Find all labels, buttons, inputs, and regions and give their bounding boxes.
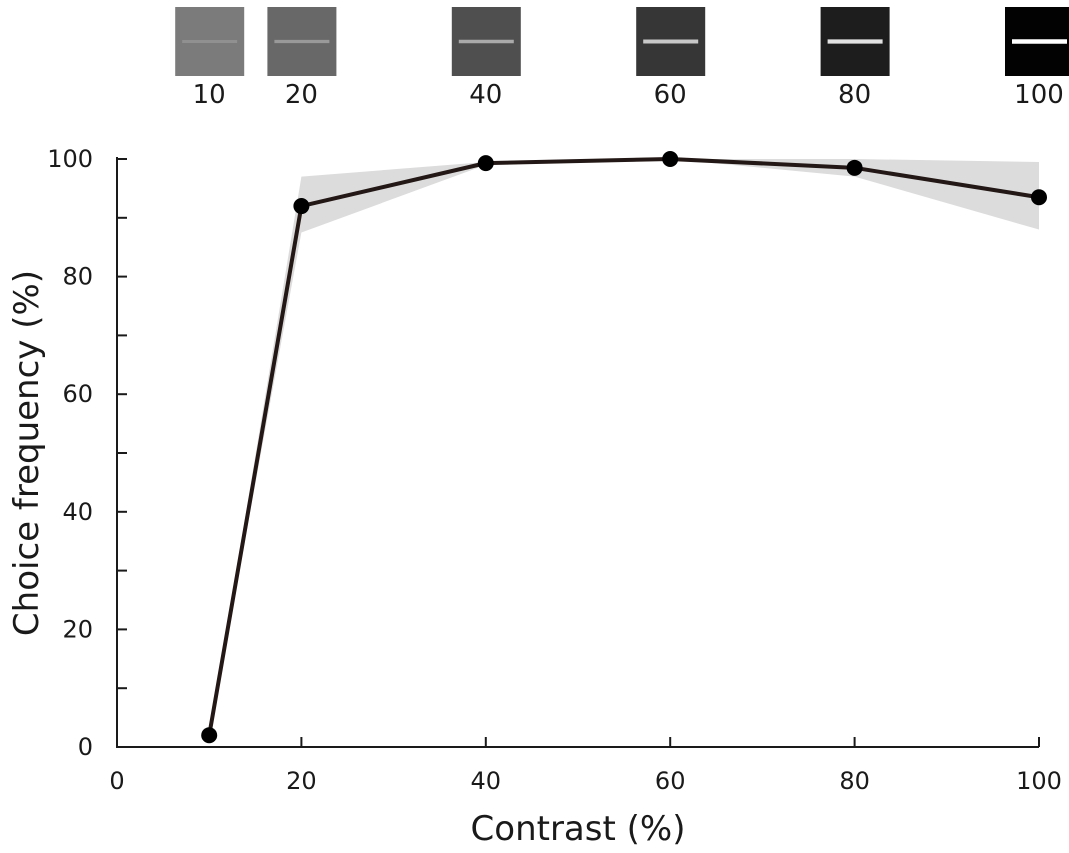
swatch-label: 60	[654, 80, 687, 110]
stimulus-swatch-40: 40	[451, 7, 521, 110]
y-tick-label: 100	[47, 145, 93, 173]
y-axis-title: Choice frequency (%)	[7, 270, 47, 636]
x-axis-title: Contrast (%)	[471, 809, 686, 849]
data-point	[1031, 189, 1047, 206]
swatch-label: 10	[193, 80, 226, 110]
swatch-label: 80	[838, 80, 871, 110]
y-tick-label: 40	[62, 498, 93, 526]
x-tick-label: 80	[839, 767, 870, 795]
stimulus-swatch-60: 60	[636, 7, 706, 110]
stimulus-swatch-100: 100	[1005, 7, 1069, 110]
data-point	[201, 727, 218, 744]
confidence-band-area	[209, 159, 1039, 736]
x-tick-label: 0	[109, 767, 124, 795]
x-tick-label: 60	[655, 767, 686, 795]
x-tick-label: 20	[286, 767, 317, 795]
series-line	[207, 157, 1040, 736]
y-tick-label: 60	[62, 380, 93, 408]
y-tick-label: 0	[78, 733, 93, 761]
confidence-band	[209, 159, 1039, 736]
swatch-label: 20	[285, 80, 318, 110]
stimulus-swatch-80: 80	[820, 7, 890, 110]
data-point	[293, 198, 310, 215]
data-point	[662, 151, 679, 167]
axes: 0 20 40 60 80 100 0 20 40 60 80 100	[47, 145, 1062, 795]
data-series	[201, 151, 1047, 744]
stimulus-swatches: 10 20 40 60 80 100	[175, 7, 1069, 110]
swatch-label: 40	[469, 80, 502, 110]
data-point	[846, 159, 863, 176]
y-tick-label: 80	[62, 263, 93, 291]
swatch-label: 100	[1014, 80, 1064, 110]
x-tick-label: 40	[471, 767, 502, 795]
stimulus-swatch-10: 10	[175, 7, 245, 110]
stimulus-swatch-20: 20	[267, 7, 337, 110]
x-tick-label: 100	[1016, 767, 1062, 795]
data-point	[477, 155, 494, 172]
y-tick-label: 20	[62, 615, 93, 643]
